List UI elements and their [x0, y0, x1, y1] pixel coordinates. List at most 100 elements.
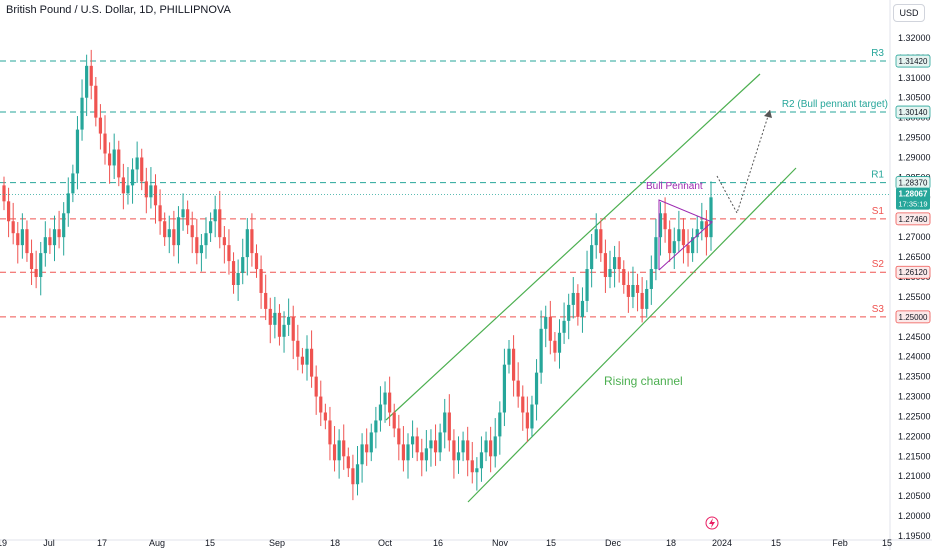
- candle[interactable]: [594, 213, 598, 259]
- candle[interactable]: [677, 210, 681, 253]
- candle[interactable]: [576, 284, 580, 326]
- candle[interactable]: [245, 218, 249, 276]
- candle[interactable]: [557, 319, 562, 369]
- candle[interactable]: [521, 385, 525, 431]
- candle[interactable]: [626, 271, 630, 313]
- candle[interactable]: [360, 433, 364, 483]
- candle[interactable]: [686, 229, 690, 267]
- candle[interactable]: [691, 228, 695, 262]
- candle[interactable]: [273, 296, 277, 339]
- candle[interactable]: [369, 423, 373, 462]
- candle[interactable]: [612, 245, 617, 288]
- candle[interactable]: [337, 429, 341, 479]
- candle[interactable]: [516, 362, 520, 408]
- candle[interactable]: [654, 218, 658, 281]
- candle[interactable]: [539, 310, 543, 384]
- candle[interactable]: [314, 365, 318, 415]
- candle[interactable]: [548, 300, 552, 355]
- candle[interactable]: [181, 193, 185, 231]
- candle[interactable]: [98, 104, 103, 150]
- candle[interactable]: [489, 426, 493, 473]
- candle[interactable]: [135, 141, 139, 183]
- channel-upper-line[interactable]: [385, 73, 761, 421]
- candle[interactable]: [48, 228, 52, 254]
- candle[interactable]: [153, 174, 158, 224]
- candle[interactable]: [282, 311, 286, 353]
- candle[interactable]: [43, 221, 47, 267]
- candle[interactable]: [401, 426, 406, 472]
- candle[interactable]: [635, 273, 640, 312]
- candle[interactable]: [11, 202, 15, 245]
- candle[interactable]: [553, 332, 557, 362]
- candle[interactable]: [406, 433, 410, 479]
- candle[interactable]: [498, 401, 502, 455]
- candle[interactable]: [107, 142, 112, 184]
- candle[interactable]: [617, 241, 621, 283]
- candle[interactable]: [296, 324, 300, 371]
- candle[interactable]: [567, 293, 571, 340]
- candle[interactable]: [103, 115, 107, 165]
- candle[interactable]: [323, 403, 327, 430]
- candle[interactable]: [126, 167, 130, 205]
- candle[interactable]: [438, 423, 442, 462]
- candle[interactable]: [291, 305, 295, 360]
- candle[interactable]: [300, 347, 305, 374]
- candle[interactable]: [199, 233, 204, 272]
- candle[interactable]: [236, 259, 240, 301]
- candle[interactable]: [374, 406, 378, 449]
- candle[interactable]: [475, 457, 479, 491]
- candle[interactable]: [222, 226, 226, 264]
- candle[interactable]: [530, 395, 534, 438]
- candle[interactable]: [544, 305, 548, 348]
- candle[interactable]: [39, 241, 43, 296]
- lightning-event-icon[interactable]: [705, 516, 719, 530]
- candle[interactable]: [383, 381, 387, 423]
- candle[interactable]: [57, 210, 61, 249]
- candle[interactable]: [502, 348, 507, 427]
- candle[interactable]: [585, 250, 589, 313]
- candle[interactable]: [658, 202, 663, 256]
- candle[interactable]: [663, 197, 667, 243]
- candle[interactable]: [277, 304, 282, 346]
- candle[interactable]: [208, 212, 213, 242]
- candle[interactable]: [456, 436, 461, 474]
- candle[interactable]: [213, 195, 217, 238]
- candle[interactable]: [681, 218, 686, 264]
- candle[interactable]: [89, 49, 93, 100]
- candle[interactable]: [140, 148, 144, 191]
- candle[interactable]: [305, 335, 309, 381]
- candle[interactable]: [186, 200, 190, 234]
- candle[interactable]: [525, 396, 529, 442]
- candle[interactable]: [562, 302, 566, 344]
- candle[interactable]: [420, 438, 424, 477]
- candle[interactable]: [264, 274, 268, 321]
- candle[interactable]: [332, 426, 337, 472]
- channel-lower-line[interactable]: [467, 167, 797, 503]
- candle[interactable]: [268, 297, 272, 344]
- candle[interactable]: [507, 339, 511, 374]
- candle[interactable]: [250, 213, 254, 267]
- candle[interactable]: [365, 428, 369, 466]
- candle[interactable]: [622, 260, 626, 294]
- candle[interactable]: [112, 133, 116, 179]
- candle[interactable]: [20, 213, 24, 259]
- candle[interactable]: [388, 376, 392, 427]
- candle[interactable]: [158, 189, 162, 235]
- candle[interactable]: [6, 187, 11, 238]
- candle[interactable]: [2, 176, 6, 211]
- candle[interactable]: [704, 210, 709, 256]
- candle[interactable]: [392, 403, 396, 438]
- candle[interactable]: [695, 215, 699, 254]
- candle[interactable]: [176, 206, 181, 264]
- candle[interactable]: [241, 238, 245, 285]
- candle[interactable]: [190, 211, 194, 254]
- candle[interactable]: [709, 181, 713, 251]
- candle[interactable]: [29, 239, 34, 285]
- candle[interactable]: [130, 158, 135, 204]
- candle[interactable]: [195, 218, 199, 265]
- candle[interactable]: [571, 277, 575, 319]
- candle[interactable]: [631, 266, 635, 309]
- candle[interactable]: [144, 167, 148, 214]
- candle[interactable]: [254, 244, 259, 278]
- candle[interactable]: [452, 429, 456, 479]
